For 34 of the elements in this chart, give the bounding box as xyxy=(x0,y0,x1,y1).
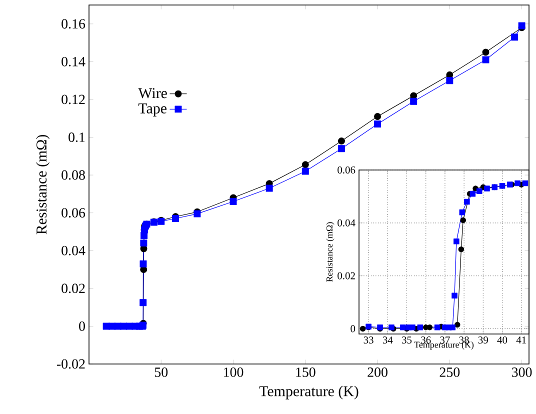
legend-label: Wire xyxy=(138,88,167,98)
y-tick-label: 0.12 xyxy=(62,94,85,104)
y-tick-label: -0.02 xyxy=(56,359,85,369)
x-tick-label: 50 xyxy=(154,368,168,377)
legend-label: Tape xyxy=(138,104,167,117)
x-tick-label: 37 xyxy=(440,336,450,344)
x-tick-label: 38 xyxy=(459,336,469,344)
y-axis-title: Resistance (mΩ) xyxy=(36,135,50,234)
y-tick-label: 0.06 xyxy=(62,208,86,218)
y-tick-label: 0 xyxy=(350,325,356,332)
x-tick-label: 35 xyxy=(402,336,412,344)
x-tick-label: 250 xyxy=(440,368,460,377)
y-tick-label: 0.1 xyxy=(68,132,85,142)
x-tick-label: 33 xyxy=(364,336,374,344)
y-tick-label: 0.06 xyxy=(338,166,356,174)
y-tick-label: 0.16 xyxy=(62,19,86,29)
y-axis-title: Resistance (mΩ) xyxy=(326,222,334,282)
x-tick-label: 150 xyxy=(296,368,316,377)
x-tick-label: 34 xyxy=(382,336,393,344)
x-tick-label: 36 xyxy=(421,336,431,344)
x-tick-label: 300 xyxy=(512,368,532,377)
x-tick-label: 41 xyxy=(516,336,526,344)
x-tick-label: 200 xyxy=(368,368,388,377)
y-tick-label: 0 xyxy=(79,322,85,331)
y-tick-label: 0.04 xyxy=(62,246,86,256)
y-tick-label: 0.04 xyxy=(338,219,356,226)
y-tick-label: 0.02 xyxy=(62,284,85,294)
y-tick-label: 0.08 xyxy=(62,170,85,180)
x-tick-label: 39 xyxy=(478,336,488,344)
y-tick-label: 0.02 xyxy=(338,272,355,280)
x-axis-title: Temperature (K) xyxy=(259,386,358,400)
x-tick-label: 100 xyxy=(224,368,244,377)
x-tick-label: 40 xyxy=(497,336,508,344)
y-tick-label: 0.14 xyxy=(62,56,86,66)
